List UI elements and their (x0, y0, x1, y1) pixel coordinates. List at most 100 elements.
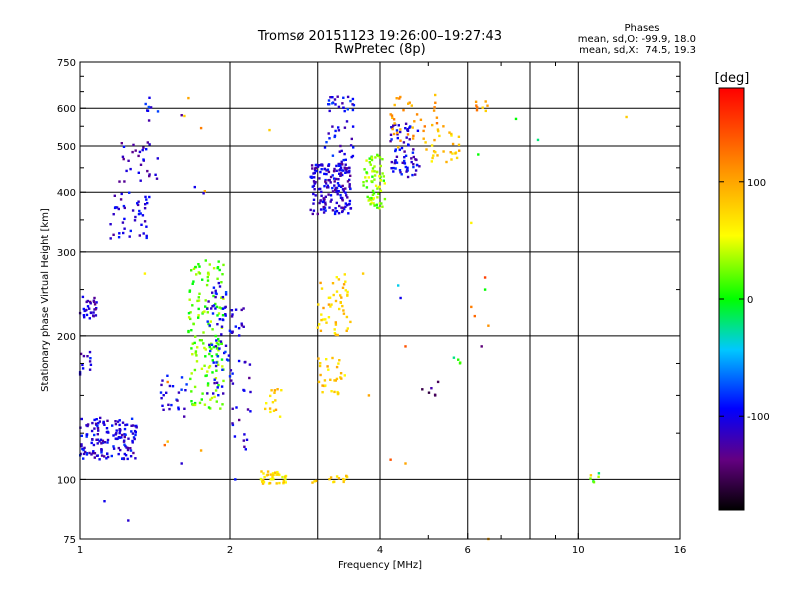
data-point (102, 420, 105, 424)
data-point (85, 452, 88, 455)
data-point (262, 479, 265, 482)
data-point (395, 97, 398, 100)
data-point (118, 428, 121, 431)
data-point (378, 202, 382, 205)
data-point (372, 192, 376, 195)
data-point (374, 156, 377, 159)
data-point (338, 359, 341, 362)
data-point (332, 170, 336, 173)
data-point (282, 482, 285, 485)
data-point (262, 481, 266, 484)
data-point (131, 150, 134, 154)
data-point (123, 427, 127, 431)
data-point (114, 206, 117, 209)
data-point (185, 383, 188, 386)
data-point (404, 462, 407, 465)
data-point (335, 365, 339, 369)
data-point (281, 475, 284, 479)
data-point (333, 390, 336, 394)
data-point (398, 169, 402, 172)
data-point (124, 433, 127, 436)
x-tick-label: 1 (77, 545, 83, 556)
data-point (536, 138, 540, 142)
data-point (103, 500, 106, 503)
data-point (379, 179, 382, 182)
data-point (390, 160, 393, 164)
data-point (126, 448, 130, 452)
data-point (197, 316, 200, 319)
data-point (345, 204, 349, 207)
data-point (317, 164, 320, 167)
data-point (89, 357, 92, 360)
data-point (188, 289, 192, 292)
data-point (320, 163, 324, 166)
data-point (312, 192, 315, 196)
data-point (394, 167, 397, 170)
data-point (122, 231, 125, 235)
data-point (487, 324, 490, 327)
data-point (411, 126, 414, 129)
data-point (85, 435, 88, 438)
data-point (373, 165, 376, 168)
data-point (449, 151, 452, 154)
data-point (197, 299, 201, 302)
data-point (145, 198, 148, 201)
data-point (434, 101, 437, 104)
data-point (376, 206, 379, 209)
data-point (276, 470, 279, 474)
data-point (215, 347, 219, 350)
data-point (224, 305, 227, 309)
data-point (328, 296, 332, 299)
data-point (132, 451, 135, 455)
data-point (394, 123, 397, 126)
data-point (437, 129, 440, 133)
data-point (259, 477, 263, 481)
data-point (272, 473, 275, 476)
data-point (198, 292, 201, 295)
data-point (394, 149, 397, 153)
data-point (219, 407, 222, 410)
data-point (314, 163, 318, 167)
data-point (100, 449, 103, 452)
data-point (331, 282, 335, 285)
data-point (139, 179, 142, 182)
data-point (319, 373, 322, 377)
y-tick-label: 300 (57, 248, 76, 259)
data-point (218, 306, 221, 309)
data-point (330, 390, 333, 393)
data-point (320, 190, 323, 194)
data-point (421, 388, 424, 391)
data-point (351, 97, 355, 101)
data-point (213, 395, 216, 399)
data-point (81, 295, 85, 299)
data-point (221, 368, 224, 371)
data-point (382, 175, 385, 178)
data-point (326, 365, 329, 368)
data-point (340, 296, 343, 299)
x-tick-label: 6 (465, 545, 471, 556)
data-point (230, 315, 234, 318)
data-point (89, 311, 93, 315)
data-point (334, 188, 337, 192)
data-point (103, 455, 106, 458)
data-point (122, 145, 126, 148)
data-point (392, 118, 396, 121)
data-point (85, 300, 88, 304)
data-point (349, 187, 352, 190)
data-point (342, 188, 345, 191)
data-point (101, 441, 105, 444)
data-point (329, 194, 333, 197)
data-point (88, 360, 92, 363)
data-point (115, 206, 119, 209)
data-point (123, 435, 126, 439)
data-point (246, 408, 250, 411)
data-point (85, 308, 88, 312)
data-point (248, 363, 252, 366)
data-point (82, 448, 85, 452)
data-point (133, 437, 136, 441)
data-point (203, 310, 206, 313)
data-point (190, 269, 193, 272)
data-point (206, 382, 210, 385)
data-point (341, 196, 344, 200)
data-point (211, 359, 214, 362)
